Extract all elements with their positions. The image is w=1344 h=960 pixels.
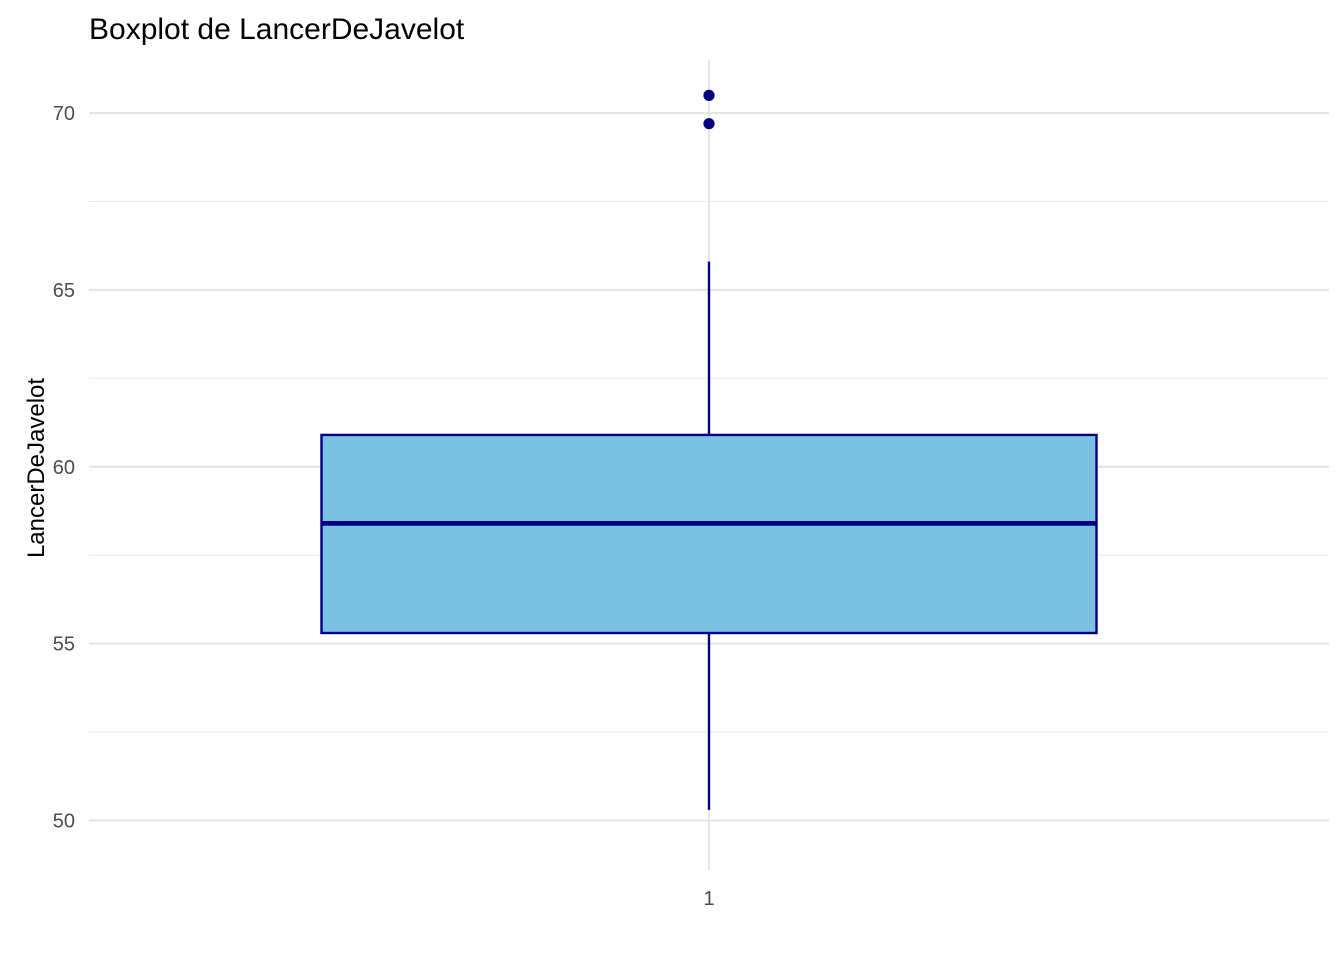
y-tick-label: 50 bbox=[53, 810, 75, 832]
box-marks bbox=[320, 89, 1098, 810]
y-tick-label: 65 bbox=[53, 280, 75, 302]
y-axis-title: LancerDeJavelot bbox=[23, 378, 50, 558]
outlier-point bbox=[703, 118, 715, 130]
y-axis-tick-labels: 50 55 60 65 70 bbox=[53, 103, 75, 832]
outlier-point bbox=[703, 89, 715, 101]
y-tick-label: 70 bbox=[53, 103, 75, 125]
box-iqr bbox=[320, 433, 1098, 635]
x-axis-tick-labels: 1 bbox=[703, 888, 714, 910]
y-tick-label: 60 bbox=[53, 457, 75, 479]
x-tick-label: 1 bbox=[703, 888, 714, 910]
y-tick-label: 55 bbox=[53, 634, 75, 656]
chart-title: Boxplot de LancerDeJavelot bbox=[89, 13, 465, 46]
